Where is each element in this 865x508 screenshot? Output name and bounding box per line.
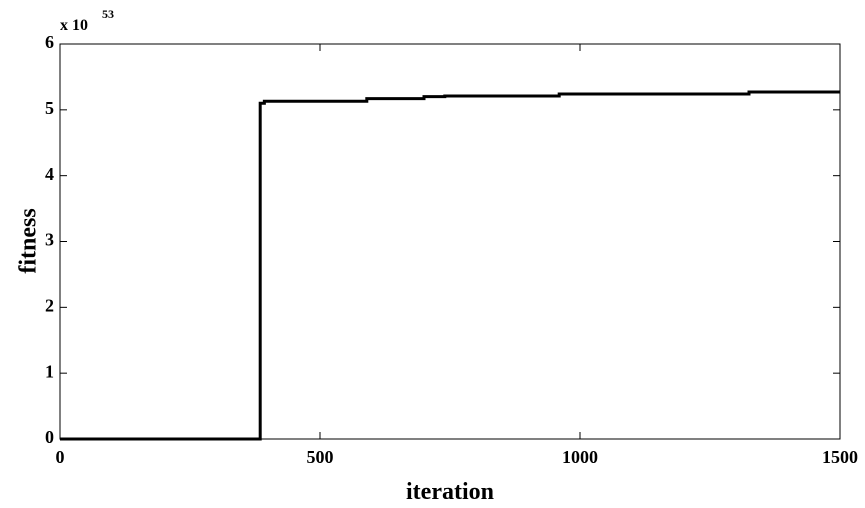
y-tick-label: 5 [45, 98, 54, 118]
y-scale-exponent: 53 [102, 7, 114, 21]
y-axis-label: fitness [16, 208, 42, 273]
y-tick-label: 1 [45, 361, 54, 381]
x-tick-label: 1500 [822, 447, 858, 467]
plot-frame [59, 43, 841, 440]
x-tick-label: 0 [56, 447, 65, 467]
y-tick-label: 4 [45, 164, 54, 184]
y-tick-label: 3 [45, 230, 54, 250]
x-axis-label: iteration [406, 479, 494, 505]
x-tick-label: 500 [307, 447, 334, 467]
y-tick-label: 6 [45, 32, 54, 52]
y-scale-base: x 10 [60, 17, 88, 34]
line-series [60, 90, 840, 441]
y-tick-label: 2 [45, 295, 54, 315]
x-tick-label: 1000 [562, 447, 598, 467]
y-tick-label: 0 [45, 427, 54, 447]
